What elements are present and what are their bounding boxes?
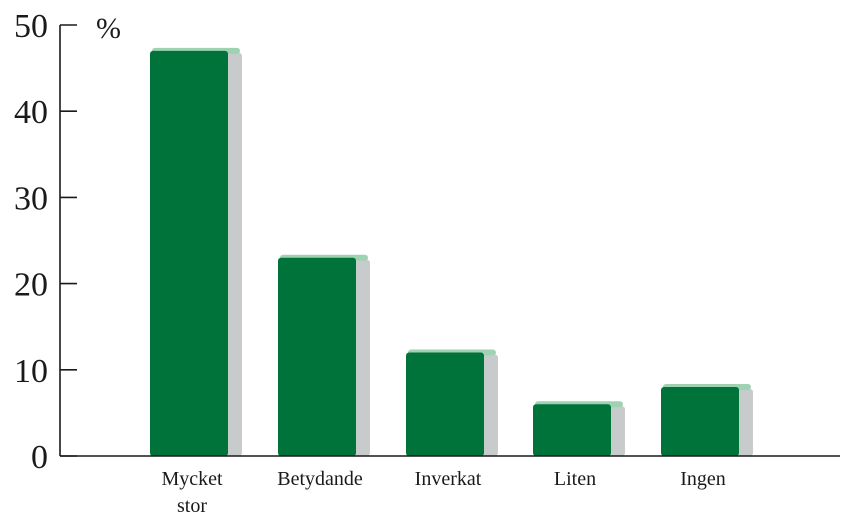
y-tick-label: 10	[14, 353, 48, 390]
y-unit-label: %	[96, 12, 121, 45]
x-category-label: stor	[177, 495, 207, 517]
bars-group	[150, 47, 753, 457]
bar	[278, 254, 370, 456]
bar-side-face	[735, 389, 753, 456]
bar-front-face	[406, 352, 484, 456]
bar-front-face	[533, 404, 611, 456]
bar-front-face	[278, 257, 356, 456]
y-tick-label: 20	[14, 267, 48, 304]
bar	[406, 349, 498, 456]
y-tick-label: 40	[14, 94, 48, 131]
y-axis: 0 10 20 30 40 50	[14, 8, 77, 476]
bar-side-face	[480, 354, 498, 456]
y-tick-label: 0	[31, 439, 48, 476]
x-category-label: Betydande	[277, 468, 363, 490]
y-tick-label: 30	[14, 180, 48, 217]
x-axis: Mycket stor Betydande Inverkat Liten Ingen	[60, 455, 840, 517]
bar	[661, 384, 753, 456]
x-category-label: Mycket	[161, 468, 223, 490]
bar-front-face	[661, 387, 739, 456]
bar	[533, 401, 625, 456]
x-category-label: Inverkat	[415, 468, 482, 490]
bar-side-face	[224, 52, 242, 457]
bar-side-face	[607, 406, 625, 456]
bar-front-face	[150, 50, 228, 457]
bar-side-face	[352, 259, 370, 456]
y-tick-label: 50	[14, 8, 48, 45]
x-category-label: Liten	[554, 468, 596, 490]
bar	[150, 47, 242, 457]
x-category-label: Ingen	[680, 468, 726, 490]
